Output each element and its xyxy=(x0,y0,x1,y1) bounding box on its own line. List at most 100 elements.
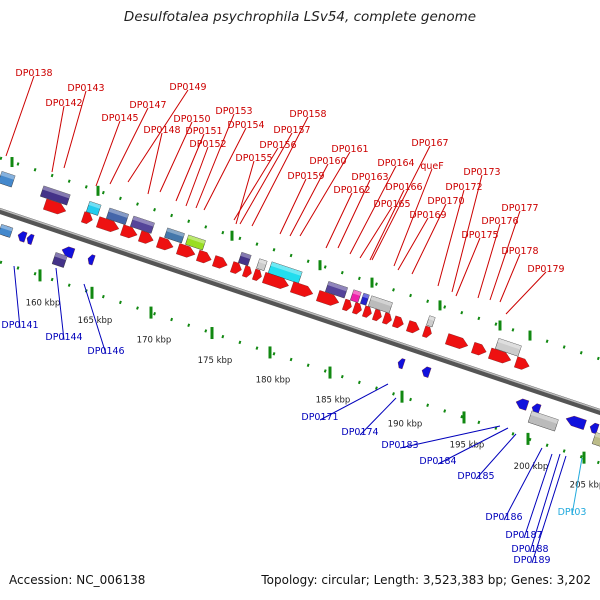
gene-block xyxy=(129,215,155,234)
forward-gene-label-leader xyxy=(289,163,329,237)
reverse-gene-label: DP0146 xyxy=(87,346,124,357)
gene-block-shine xyxy=(132,216,155,227)
forward-gene-label-leader xyxy=(359,206,393,259)
forward-gene-label: DP0170 xyxy=(427,196,464,207)
reverse-gene-label: DP0187 xyxy=(505,530,542,541)
gene-block xyxy=(0,224,14,238)
trna-gene-label: DPt03 xyxy=(558,507,587,518)
forward-gene-label-leader xyxy=(477,223,501,299)
forward-gene-arrow xyxy=(316,290,340,306)
map-title: Desulfotalea psychrophila LSv54, complet… xyxy=(123,9,477,25)
forward-gene-label: DP0150 xyxy=(173,114,210,125)
scale-tick-label: 165 kbp xyxy=(78,316,113,326)
forward-gene-label-leader xyxy=(505,271,547,315)
gene-block xyxy=(367,295,393,314)
gene-block-shine xyxy=(428,315,436,321)
forward-gene-arrow xyxy=(471,342,487,356)
forward-gene-label: DP0175 xyxy=(461,230,498,241)
scale-tick-label: 200 kbp xyxy=(514,462,549,472)
forward-gene-label: DP0155 xyxy=(235,153,272,164)
reverse-gene-arrow xyxy=(87,254,96,266)
genome-backbone-highlight xyxy=(0,208,600,411)
gene-block-shine xyxy=(270,261,303,276)
gene-block-shine xyxy=(187,234,206,244)
forward-gene-label: DP0143 xyxy=(67,83,104,94)
gene-block-shine xyxy=(42,185,71,199)
gene-block-shine xyxy=(240,252,252,260)
genome-backbone xyxy=(0,207,600,416)
forward-gene-arrow xyxy=(196,249,212,264)
gene-block-shine xyxy=(166,227,185,237)
scale-tick-label: 190 kbp xyxy=(388,420,423,430)
reverse-gene-label: DP0183 xyxy=(381,440,418,451)
forward-gene-arrow xyxy=(392,315,404,329)
reverse-gene-label: DP0186 xyxy=(485,512,522,523)
reverse-gene-label-leader xyxy=(319,383,389,421)
forward-gene-label-leader xyxy=(159,121,193,193)
forward-gene-arrow xyxy=(81,211,93,224)
reverse-gene-label-leader xyxy=(475,433,517,480)
forward-gene-label: DP0164 xyxy=(377,158,414,169)
gene-block-shine xyxy=(352,289,362,296)
reverse-gene-label-leader xyxy=(55,267,65,341)
forward-gene-label: DP0167 xyxy=(411,138,448,149)
forward-gene-label: DP0162 xyxy=(333,185,370,196)
gene-block xyxy=(324,281,348,299)
forward-gene-label: DP0154 xyxy=(227,120,264,131)
gene-block-shine xyxy=(370,295,393,307)
forward-gene-arrow xyxy=(262,272,289,289)
scale-tick-label: 160 kbp xyxy=(26,298,61,308)
gene-block xyxy=(256,258,268,271)
reverse-gene-label: DP0174 xyxy=(341,427,378,438)
forward-gene-label: DP0176 xyxy=(481,216,518,227)
forward-gene-label-leader xyxy=(499,253,521,303)
forward-gene-arrow xyxy=(514,356,530,370)
forward-gene-label-leader xyxy=(251,116,309,227)
forward-gene-label: DP0157 xyxy=(273,125,310,136)
forward-gene-label: DP0172 xyxy=(445,182,482,193)
forward-gene-label-leader xyxy=(63,90,87,169)
gene-block xyxy=(237,251,252,267)
forward-gene-arrow xyxy=(372,308,382,322)
forward-gene-arrow xyxy=(156,236,174,251)
forward-gene-label-leader xyxy=(325,192,353,249)
forward-gene-arrow xyxy=(242,265,252,278)
forward-gene-label-leader xyxy=(233,147,279,221)
forward-gene-arrow xyxy=(96,216,120,232)
reverse-gene-label: DP0185 xyxy=(457,471,494,482)
reverse-gene-label: DP0189 xyxy=(513,555,550,566)
forward-gene-label-leader xyxy=(279,178,307,235)
gene-block-shine xyxy=(0,171,16,180)
forward-gene-label: DP0178 xyxy=(501,246,538,257)
forward-gene-label-leader xyxy=(109,107,149,185)
reverse-gene-arrow xyxy=(17,231,28,243)
forward-gene-arrow xyxy=(488,347,512,364)
reverse-gene-arrow xyxy=(515,398,530,411)
forward-gene-label-leader xyxy=(147,132,163,195)
forward-gene-label: DP0138 xyxy=(15,68,52,79)
scale-tick-label: 180 kbp xyxy=(256,375,291,385)
forward-gene-label: DP0148 xyxy=(143,125,180,136)
forward-gene-label-leader xyxy=(437,189,465,287)
reverse-gene-arrow xyxy=(397,358,406,370)
forward-gene-label-leader xyxy=(51,105,65,173)
gene-block-shine xyxy=(108,207,129,218)
gene-block xyxy=(591,432,600,448)
forward-gene-arrow xyxy=(290,281,314,297)
forward-gene-label-leader xyxy=(95,120,121,187)
forward-gene-label-leader xyxy=(369,189,405,261)
genome-axis xyxy=(0,207,600,416)
gene-block-shine xyxy=(327,281,348,292)
forward-gene-label: DP0163 xyxy=(351,172,388,183)
gene-block-shine xyxy=(88,201,102,209)
reverse-gene-label: DP0171 xyxy=(301,412,338,423)
forward-gene-label: DP0169 xyxy=(409,210,446,221)
forward-gene-label: DP0160 xyxy=(309,156,346,167)
forward-gene-arrow xyxy=(362,305,372,318)
forward-gene-label: DP0179 xyxy=(527,264,564,275)
forward-gene-label-leader xyxy=(5,75,35,157)
forward-gene-label: DP0156 xyxy=(259,140,296,151)
forward-gene-label: DP0165 xyxy=(373,199,410,210)
forward-gene-arrow xyxy=(230,261,242,274)
